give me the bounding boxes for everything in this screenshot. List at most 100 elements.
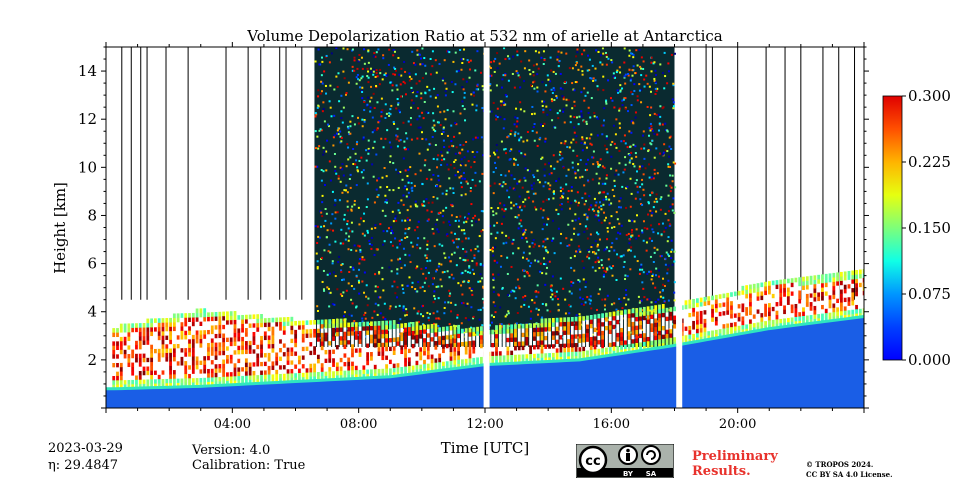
noise-pixel <box>316 242 319 245</box>
noise-pixel <box>571 107 574 110</box>
cloud-pixel <box>222 324 226 330</box>
cloud-pixel <box>313 319 316 325</box>
noise-pixel <box>425 330 428 333</box>
noise-pixel <box>330 115 333 118</box>
cloud-pixel <box>282 351 286 357</box>
noise-pixel <box>506 189 509 192</box>
noise-pixel <box>422 117 425 120</box>
cloud-pixel <box>172 326 176 332</box>
noise-pixel <box>632 65 635 68</box>
cloud-pixel <box>836 281 840 286</box>
cloud-pixel <box>745 324 749 329</box>
cloud-pixel <box>203 377 207 383</box>
noise-pixel <box>503 118 506 121</box>
noise-pixel <box>346 209 349 212</box>
cloud-pixel <box>582 346 586 352</box>
cloud-pixel <box>301 368 305 373</box>
cloud-pixel <box>415 347 419 353</box>
noise-pixel <box>663 300 666 303</box>
cloud-pixel <box>279 330 282 335</box>
noise-pixel <box>418 320 421 323</box>
cloud-pixel <box>328 336 332 342</box>
noise-pixel <box>466 271 469 274</box>
noise-pixel <box>507 310 510 313</box>
noise-pixel <box>546 309 549 312</box>
cloud-pixel <box>426 363 430 368</box>
cloud-pixel <box>654 335 658 341</box>
cloud-pixel <box>623 335 627 341</box>
noise-pixel <box>449 292 452 295</box>
noise-pixel <box>518 195 521 198</box>
cloud-pixel <box>400 345 404 350</box>
noise-pixel <box>372 92 375 95</box>
cloud-pixel <box>479 347 483 353</box>
noise-pixel <box>361 258 364 261</box>
noise-pixel <box>407 181 410 184</box>
noise-pixel <box>353 203 356 206</box>
cloud-pixel <box>506 346 510 351</box>
cloud-pixel <box>828 316 832 322</box>
noise-pixel <box>641 165 644 168</box>
cloud-pixel <box>404 366 407 371</box>
noise-pixel <box>376 195 379 198</box>
noise-pixel <box>627 152 630 155</box>
cloud-pixel <box>248 336 252 341</box>
cloud-pixel <box>207 312 210 317</box>
noise-pixel <box>661 72 664 75</box>
noise-pixel <box>451 203 454 206</box>
cloud-pixel <box>760 304 764 309</box>
cloud-pixel <box>191 364 195 370</box>
noise-pixel <box>590 133 593 136</box>
noise-pixel <box>504 74 507 77</box>
cloud-pixel <box>172 361 176 366</box>
noise-pixel <box>426 240 429 243</box>
cloud-pixel <box>623 348 627 354</box>
noise-pixel <box>435 268 438 271</box>
cloud-pixel <box>373 321 377 326</box>
cloud-pixel <box>730 300 733 306</box>
cloud-pixel <box>453 360 457 365</box>
noise-pixel <box>366 198 369 201</box>
noise-pixel <box>368 149 371 152</box>
cloud-pixel <box>150 344 154 350</box>
noise-pixel <box>449 224 452 227</box>
noise-pixel <box>646 105 649 108</box>
cloud-pixel <box>745 285 749 290</box>
noise-pixel <box>568 244 571 247</box>
cloud-pixel <box>161 361 165 367</box>
cloud-pixel <box>362 356 366 362</box>
cloud-pixel <box>116 349 119 355</box>
noise-pixel <box>513 177 516 180</box>
cloud-pixel <box>620 310 623 315</box>
noise-pixel <box>382 243 385 246</box>
cloud-pixel <box>313 324 316 329</box>
noise-pixel <box>504 183 507 186</box>
cloud-pixel <box>169 326 172 332</box>
cloud-pixel <box>790 278 794 283</box>
noise-pixel <box>532 245 535 248</box>
cloud-pixel <box>817 313 821 319</box>
noise-pixel <box>395 69 398 72</box>
noise-pixel <box>363 212 366 215</box>
cloud-pixel <box>241 379 244 385</box>
cloud-pixel <box>203 342 207 348</box>
cloud-pixel <box>790 304 794 309</box>
cloud-pixel <box>271 339 275 345</box>
noise-pixel <box>586 91 589 94</box>
cloud-pixel <box>176 339 180 344</box>
cloud-pixel <box>752 305 756 311</box>
noise-pixel <box>398 243 401 246</box>
cloud-pixel <box>502 337 506 343</box>
noise-pixel <box>602 275 605 278</box>
noise-pixel <box>586 215 589 218</box>
noise-pixel <box>458 132 461 135</box>
cloud-pixel <box>733 330 737 336</box>
noise-pixel <box>646 227 649 230</box>
noise-pixel <box>659 198 662 201</box>
cloud-pixel <box>533 357 536 363</box>
cloud-pixel <box>445 330 449 336</box>
cloud-pixel <box>771 319 775 325</box>
noise-pixel <box>319 336 322 339</box>
noise-pixel <box>547 182 550 185</box>
cloud-pixel <box>847 309 851 315</box>
